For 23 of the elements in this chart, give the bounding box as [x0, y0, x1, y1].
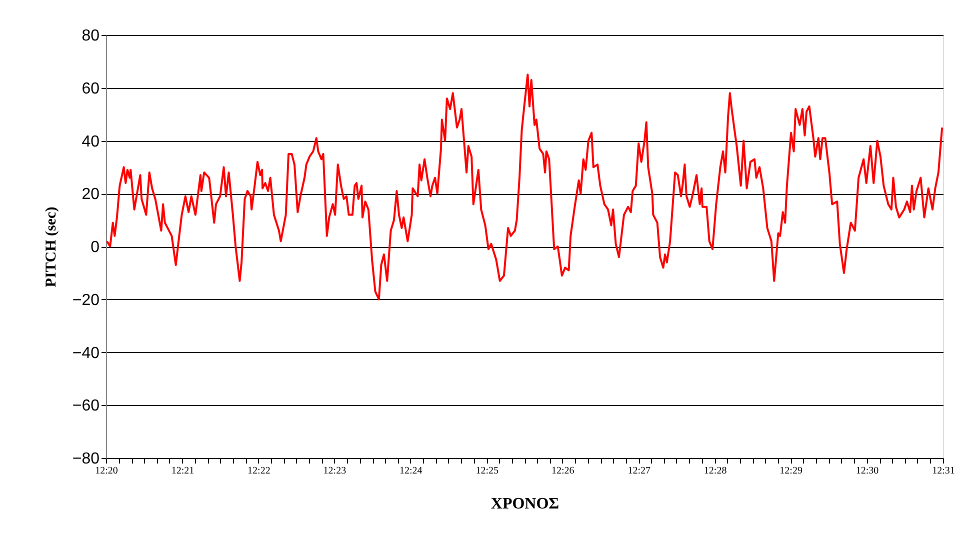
y-tick-label: 40 [82, 133, 100, 150]
x-tick-label: 12:21 [171, 466, 194, 476]
x-tick-label: 12:30 [856, 466, 879, 476]
y-tick-label: −40 [72, 344, 100, 362]
y-tick-label: 20 [82, 186, 100, 204]
x-tick-label: 12:29 [780, 466, 802, 476]
y-tick-label: 0 [90, 239, 100, 256]
y-tick-label: −20 [72, 292, 100, 309]
x-tick-label: 12:31 [932, 466, 955, 476]
x-tick-label: 12:28 [704, 466, 727, 476]
x-tick-label: 12:25 [476, 466, 499, 476]
y-tick-label: 60 [82, 80, 100, 98]
x-tick-label: 12:22 [248, 466, 270, 476]
x-tick-label: 12:20 [95, 466, 118, 476]
y-axis-title: PITCH (sec) [43, 206, 60, 288]
y-tick-label: −80 [72, 450, 100, 468]
x-axis-title: ΧΡΟΝΟΣ [490, 496, 560, 512]
x-tick-label: 12:23 [323, 466, 346, 476]
y-tick-label: −60 [72, 398, 100, 415]
x-tick-label: 12:24 [400, 466, 422, 476]
y-tick-label: 80 [82, 28, 100, 44]
x-tick-label: 12:27 [628, 466, 650, 476]
x-tick-label: 12:26 [551, 466, 574, 476]
